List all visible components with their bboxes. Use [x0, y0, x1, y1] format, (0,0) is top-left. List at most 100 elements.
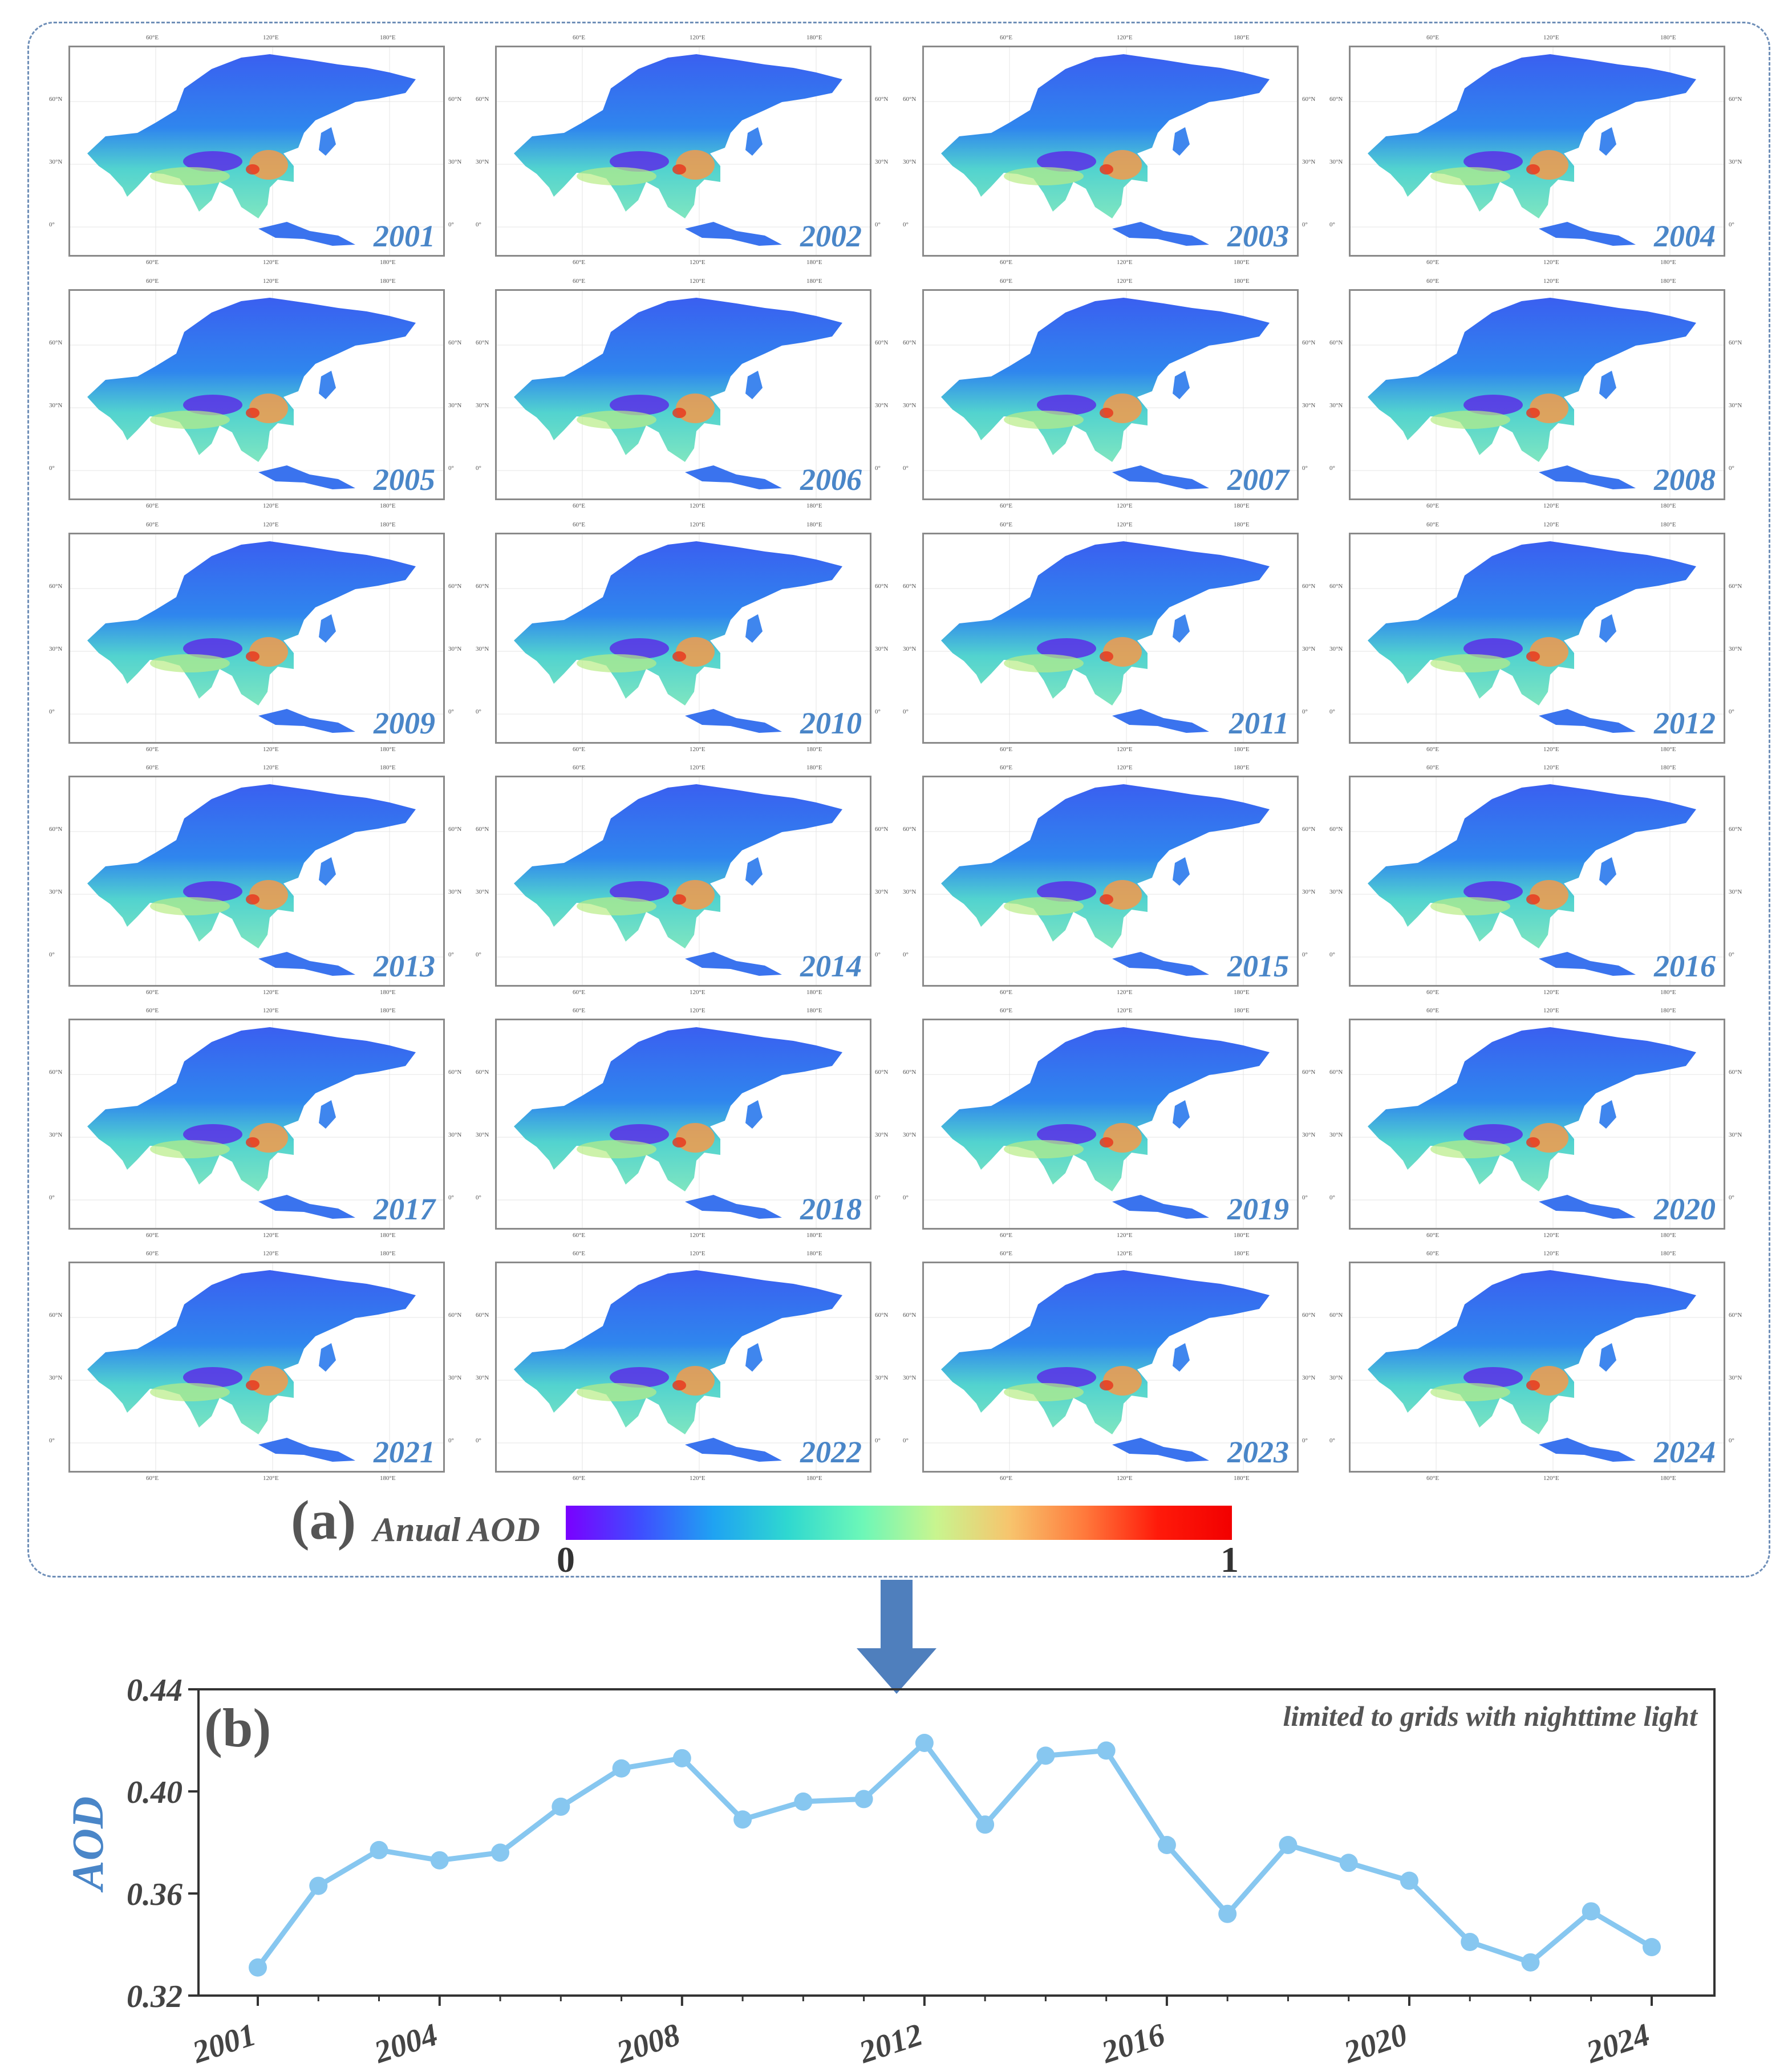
data-point-2007: [612, 1759, 631, 1778]
x-tick-label: 2024: [1582, 2017, 1654, 2070]
japan-islands: [1599, 127, 1616, 156]
lon-tick-bottom: 180°E: [380, 1475, 396, 1482]
lat-tick-right: 0°: [1729, 1437, 1734, 1444]
lat-tick-right: 30°N: [1302, 889, 1316, 895]
data-point-2019: [1339, 1854, 1358, 1872]
sichuan-hotspot: [672, 1380, 686, 1390]
indonesia-islands: [258, 465, 355, 489]
sichuan-hotspot: [1526, 408, 1540, 418]
lon-tick-top: 60°E: [146, 278, 159, 285]
data-point-2018: [1279, 1835, 1298, 1854]
lon-tick-bottom: 60°E: [573, 1232, 586, 1239]
lon-tick-top: 180°E: [1234, 34, 1250, 41]
map-year-label: 2005: [374, 463, 435, 497]
lat-tick-left: 30°N: [1329, 1374, 1343, 1381]
lon-tick-top: 180°E: [380, 1007, 396, 1014]
sichuan-hotspot: [672, 1137, 686, 1147]
lat-tick-right: 0°: [448, 708, 454, 715]
lon-tick-top: 60°E: [1000, 34, 1013, 41]
lat-tick-right: 60°N: [1302, 339, 1316, 346]
indonesia-islands: [685, 1438, 782, 1462]
lon-tick-bottom: 60°E: [1000, 1475, 1013, 1482]
east-china-hotspot: [676, 880, 715, 910]
lat-tick-right: 60°N: [1729, 1069, 1742, 1076]
lat-tick-left: 30°N: [903, 1374, 917, 1381]
map-year-label: 2017: [374, 1192, 435, 1226]
india-band: [1004, 654, 1084, 672]
indonesia-islands: [1539, 1195, 1636, 1219]
lon-tick-top: 60°E: [573, 1007, 586, 1014]
lon-tick-bottom: 60°E: [1426, 1232, 1440, 1239]
japan-islands: [1599, 614, 1616, 643]
asia-landmass: [514, 1270, 842, 1434]
map-frame: 2011: [922, 533, 1299, 744]
lon-tick-top: 60°E: [573, 278, 586, 285]
lon-tick-bottom: 120°E: [1117, 746, 1133, 753]
indonesia-islands: [1112, 465, 1209, 489]
aod-map-2005: 2005 60°E 60°E 120°E 120°E 180°E 180°E 60°N 60°N…: [49, 278, 461, 509]
asia-landmass: [1368, 541, 1696, 705]
lat-tick-right: 30°N: [1302, 1374, 1316, 1381]
tibet-low-aod: [610, 638, 669, 659]
lon-tick-top: 120°E: [263, 521, 279, 528]
lon-tick-top: 180°E: [380, 1250, 396, 1257]
lat-tick-left: 0°: [476, 221, 481, 228]
indonesia-islands: [1539, 1438, 1636, 1462]
east-china-hotspot: [1103, 880, 1142, 910]
sichuan-hotspot: [246, 1380, 260, 1390]
japan-islands: [1173, 371, 1190, 399]
lon-tick-top: 120°E: [1543, 34, 1559, 41]
aod-map-2013: 2013 60°E 60°E 120°E 120°E 180°E 180°E 60°N 60°N…: [49, 764, 461, 996]
map-frame: 2013: [68, 776, 445, 987]
japan-islands: [319, 1343, 336, 1372]
data-point-2017: [1218, 1904, 1237, 1923]
india-band: [150, 1383, 230, 1401]
map-year-label: 2022: [800, 1435, 862, 1469]
lat-tick-left: 60°N: [49, 339, 63, 346]
lat-tick-right: 0°: [1302, 951, 1308, 958]
india-band: [577, 1140, 656, 1158]
lon-tick-bottom: 180°E: [1660, 259, 1676, 266]
data-point-2016: [1157, 1835, 1176, 1854]
lat-tick-left: 0°: [1329, 221, 1335, 228]
lat-tick-right: 0°: [875, 1437, 881, 1444]
map-frame: 2018: [495, 1019, 871, 1230]
tibet-low-aod: [183, 881, 242, 902]
map-year-label: 2002: [800, 219, 862, 253]
lat-tick-left: 60°N: [476, 1312, 489, 1319]
tibet-low-aod: [610, 151, 669, 172]
indonesia-islands: [1112, 952, 1209, 976]
lat-tick-right: 30°N: [875, 402, 889, 409]
lat-tick-left: 30°N: [1329, 402, 1343, 409]
map-year-label: 2001: [374, 219, 435, 253]
aod-map-2015: 2015 60°E 60°E 120°E 120°E 180°E 180°E 60°N 60°N…: [903, 764, 1315, 996]
asia-landmass: [941, 298, 1270, 462]
lon-tick-bottom: 60°E: [573, 502, 586, 509]
data-point-2004: [430, 1851, 449, 1870]
map-frame: 2001: [68, 46, 445, 257]
sichuan-hotspot: [1100, 1380, 1113, 1390]
india-band: [1004, 1383, 1084, 1401]
indonesia-islands: [1539, 709, 1636, 733]
lon-tick-bottom: 120°E: [1117, 502, 1133, 509]
indonesia-islands: [1112, 1438, 1209, 1462]
lat-tick-right: 0°: [1302, 465, 1308, 472]
lon-tick-bottom: 60°E: [1426, 259, 1440, 266]
japan-islands: [1599, 1343, 1616, 1372]
lat-tick-left: 30°N: [903, 159, 917, 165]
lat-tick-right: 0°: [1302, 1194, 1308, 1201]
lat-tick-left: 60°N: [1329, 1069, 1343, 1076]
data-point-2014: [1036, 1746, 1055, 1765]
lat-tick-left: 0°: [903, 1437, 909, 1444]
lat-tick-left: 30°N: [476, 1132, 489, 1138]
lon-tick-bottom: 120°E: [1117, 1475, 1133, 1482]
lat-tick-left: 0°: [476, 1437, 481, 1444]
east-china-hotspot: [676, 1123, 715, 1153]
lat-tick-left: 30°N: [1329, 1132, 1343, 1138]
aod-map-2012: 2012 60°E 60°E 120°E 120°E 180°E 180°E 60°N 60°N…: [1329, 521, 1742, 753]
tibet-low-aod: [1463, 1367, 1523, 1388]
lon-tick-top: 180°E: [1234, 1250, 1250, 1257]
lon-tick-top: 180°E: [806, 34, 822, 41]
lat-tick-right: 30°N: [1302, 646, 1316, 652]
lon-tick-top: 180°E: [806, 1250, 822, 1257]
